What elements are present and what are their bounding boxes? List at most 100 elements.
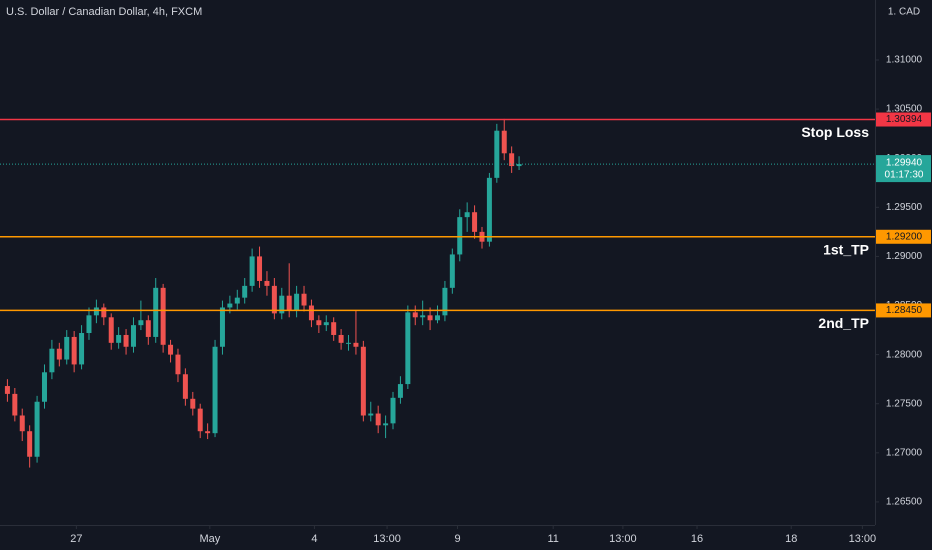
candle-body: [153, 287, 159, 337]
candle-body: [412, 312, 418, 318]
y-tick-label: 1.28000: [886, 349, 923, 360]
candle-body: [301, 293, 307, 306]
candle-body: [138, 320, 144, 326]
y-tick-label: 1.27000: [886, 447, 923, 458]
candle-body: [41, 372, 47, 402]
candle-body: [212, 346, 218, 434]
price-tag: [876, 303, 931, 318]
candle-body: [316, 320, 322, 326]
x-tick-label: 18: [785, 533, 797, 545]
candle-body: [279, 295, 285, 314]
candle-body: [271, 285, 277, 314]
candle-body: [360, 346, 366, 416]
candle-body: [101, 307, 107, 318]
y-tick-label: 1.30500: [886, 104, 923, 115]
candle-body: [435, 315, 440, 321]
candle-body: [49, 348, 55, 373]
x-tick-label: 11: [547, 533, 558, 545]
candle-body: [190, 398, 196, 409]
candle-body: [464, 212, 470, 218]
candle-body: [346, 342, 352, 344]
y-tick-label: 1.26500: [886, 497, 923, 508]
x-tick-label: May: [199, 533, 220, 545]
level-label: 2nd_TP: [818, 315, 869, 331]
candle-body: [338, 334, 344, 343]
candle-body: [323, 322, 329, 326]
candle-body: [368, 413, 374, 416]
candle-body: [71, 336, 77, 365]
candle-body: [79, 333, 85, 365]
candle-body: [182, 374, 188, 399]
candle-body: [234, 297, 240, 304]
candle-body: [390, 397, 396, 424]
candle-body: [405, 312, 411, 385]
y-tick-label: 1.27500: [886, 398, 923, 409]
candle-body: [457, 217, 463, 255]
candle-body: [294, 293, 300, 311]
candle-body: [168, 344, 174, 355]
countdown-label: 01:17:30: [885, 170, 924, 181]
candle-body: [249, 256, 255, 286]
price-tag: [876, 112, 931, 127]
candle-body: [397, 384, 403, 398]
chart-title: U.S. Dollar / Canadian Dollar, 4h, FXCM: [6, 6, 202, 18]
candle-body: [509, 153, 515, 167]
x-tick-label: 9: [454, 533, 460, 545]
candle-body: [93, 307, 99, 316]
candle-body: [160, 287, 166, 345]
candle-body: [197, 408, 203, 432]
candle-body: [205, 431, 211, 434]
candle-body: [494, 130, 500, 178]
candle-body: [145, 320, 151, 337]
candle-body: [130, 325, 136, 347]
y-tick-label: 1.31000: [886, 55, 923, 66]
price-tag-label: 1.28450: [886, 305, 923, 316]
y-tick-label: 1.29500: [886, 202, 923, 213]
candle-body: [427, 315, 433, 321]
candle-body: [27, 431, 33, 457]
x-tick-label: 13:00: [373, 533, 401, 545]
x-tick-label: 16: [691, 533, 703, 545]
candle-body: [257, 256, 263, 281]
currency-label: 1. CAD: [888, 7, 920, 18]
candle-body: [19, 415, 25, 432]
level-label: Stop Loss: [801, 124, 869, 140]
candle-body: [353, 342, 359, 347]
x-tick-label: 4: [311, 533, 317, 545]
candle-body: [486, 177, 492, 242]
y-tick-label: 1.29000: [886, 251, 923, 262]
x-tick-label: 13:00: [609, 533, 637, 545]
candle-body: [308, 305, 314, 321]
candle-body: [472, 212, 478, 232]
candle-body: [375, 413, 381, 426]
candle-body: [286, 295, 292, 311]
candle-body: [383, 423, 389, 426]
price-tag-label: 1.30394: [886, 114, 923, 125]
price-tag: [876, 229, 931, 244]
candle-body: [175, 354, 181, 375]
candle-body: [331, 322, 337, 335]
candle-body: [34, 401, 40, 457]
candle-body: [56, 348, 62, 360]
candle-body: [4, 386, 10, 394]
candle-body: [516, 164, 522, 167]
candle-body: [64, 336, 70, 360]
candle-body: [449, 254, 455, 288]
x-tick-label: 13:00: [849, 533, 877, 545]
candle-body: [420, 315, 426, 318]
candle-body: [501, 130, 507, 154]
candle-body: [227, 303, 233, 308]
candle-body: [86, 315, 92, 334]
candle-body: [242, 285, 248, 298]
last-price-label: 1.29940: [886, 158, 923, 169]
candle-body: [108, 317, 114, 343]
candle-body: [116, 334, 122, 343]
price-tag-label: 1.29200: [886, 231, 923, 242]
candle-body: [12, 393, 18, 416]
candle-body: [264, 280, 270, 286]
candle-body: [123, 334, 129, 347]
x-tick-label: 27: [70, 533, 82, 545]
last-price-tag: [876, 155, 931, 183]
